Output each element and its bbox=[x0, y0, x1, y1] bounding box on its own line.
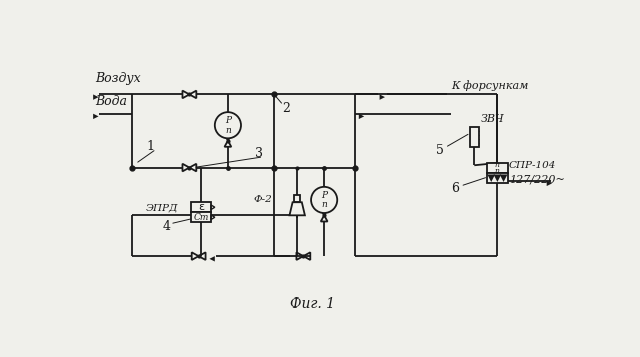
Polygon shape bbox=[93, 114, 99, 119]
Text: ε: ε bbox=[198, 202, 204, 212]
Text: 3: 3 bbox=[255, 147, 262, 160]
Text: п: п bbox=[495, 167, 500, 175]
Text: п: п bbox=[321, 200, 327, 210]
Text: Ф-2: Ф-2 bbox=[254, 195, 273, 205]
Text: Фиг. 1: Фиг. 1 bbox=[290, 297, 335, 311]
Polygon shape bbox=[289, 202, 305, 215]
Bar bbox=[191, 202, 211, 212]
Bar bbox=[486, 163, 508, 173]
Text: 2: 2 bbox=[282, 102, 289, 115]
Bar bbox=[191, 212, 211, 222]
Text: 5: 5 bbox=[436, 144, 444, 157]
Bar bbox=[294, 195, 300, 202]
Text: Р: Р bbox=[225, 116, 231, 125]
Text: ЗВЧ: ЗВЧ bbox=[481, 115, 504, 125]
Text: Р: Р bbox=[321, 191, 327, 200]
Text: СПР-104: СПР-104 bbox=[509, 161, 556, 170]
Bar bbox=[486, 173, 508, 183]
Text: 127/220~: 127/220~ bbox=[509, 174, 565, 184]
Text: К форсункам: К форсункам bbox=[451, 80, 529, 91]
Text: Воздух: Воздух bbox=[95, 72, 140, 85]
Text: п: п bbox=[225, 126, 231, 135]
Text: 4: 4 bbox=[163, 220, 170, 233]
Polygon shape bbox=[547, 181, 552, 186]
Text: Вода: Вода bbox=[95, 95, 127, 107]
Polygon shape bbox=[380, 95, 385, 100]
Text: 1: 1 bbox=[147, 140, 155, 152]
Polygon shape bbox=[359, 114, 364, 119]
Polygon shape bbox=[209, 256, 215, 262]
Polygon shape bbox=[488, 175, 495, 182]
Polygon shape bbox=[93, 95, 99, 100]
Text: ЭПРД: ЭПРД bbox=[145, 204, 178, 213]
Circle shape bbox=[215, 112, 241, 138]
Polygon shape bbox=[500, 175, 508, 182]
Polygon shape bbox=[493, 175, 501, 182]
Text: Ст: Ст bbox=[193, 213, 209, 222]
Text: 6: 6 bbox=[451, 182, 459, 195]
Text: п: п bbox=[495, 161, 500, 170]
Circle shape bbox=[311, 187, 337, 213]
Bar bbox=[470, 127, 479, 147]
